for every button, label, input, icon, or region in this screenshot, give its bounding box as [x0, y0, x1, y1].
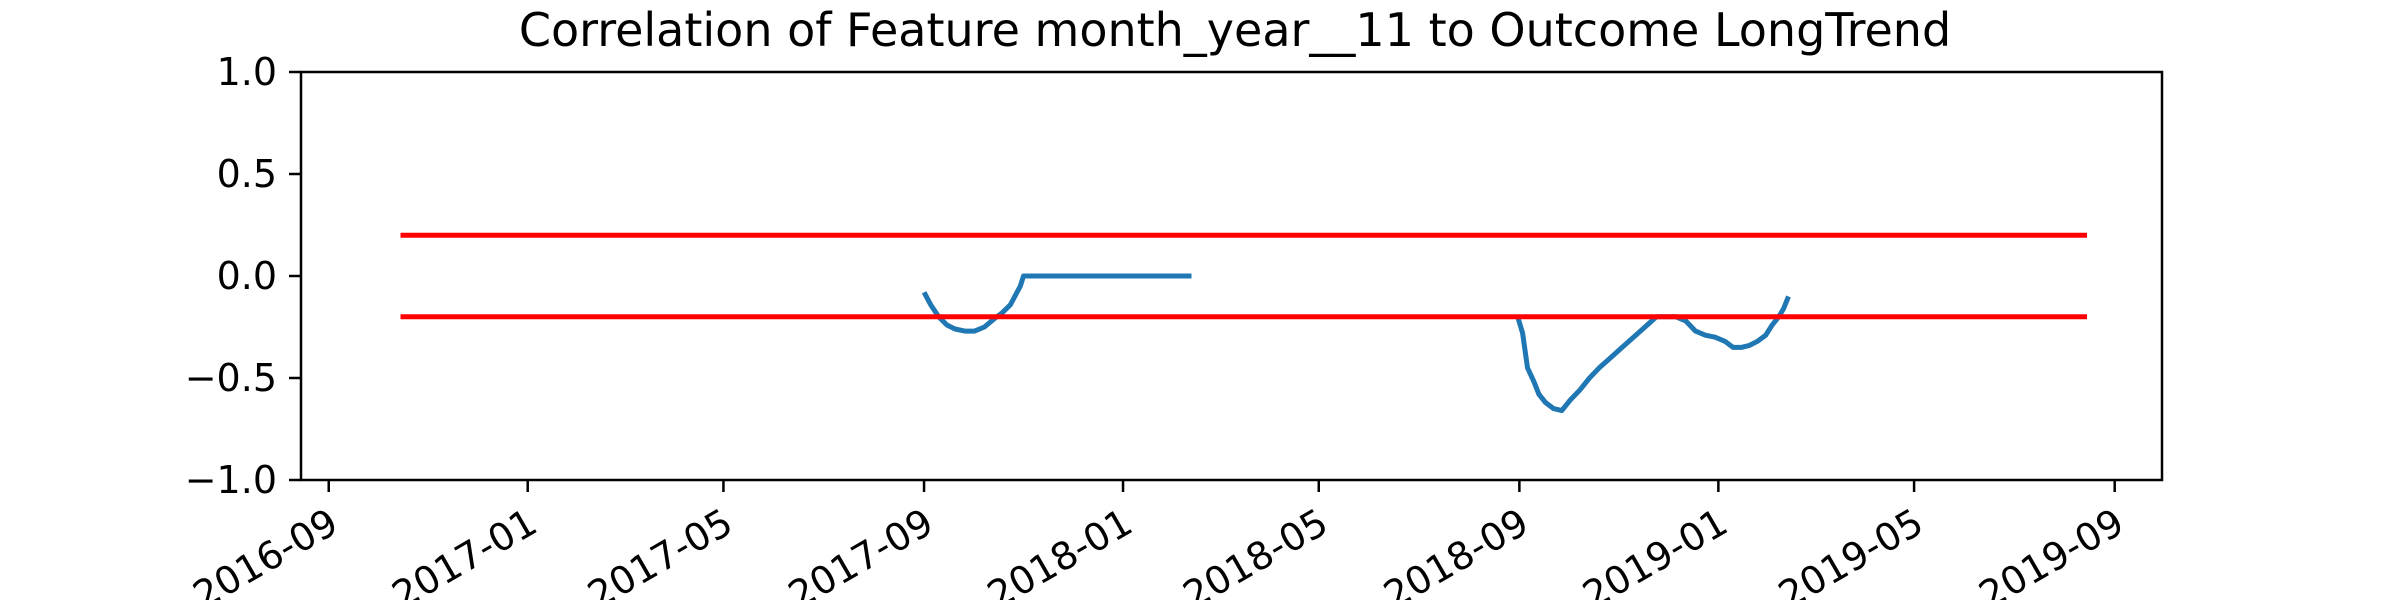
chart-title: Correlation of Feature month_year__11 to… [518, 3, 1952, 57]
y-tick-label: 0.5 [217, 152, 277, 196]
x-tick-label: 2016-09 [186, 500, 346, 600]
series-line-2 [1515, 295, 1791, 414]
x-tick-label: 2017-05 [580, 500, 740, 600]
y-tick-label: 1.0 [217, 50, 277, 94]
y-tick-label: −0.5 [185, 356, 277, 400]
y-tick-label: 0.0 [217, 254, 277, 298]
plot-frame [299, 70, 2164, 482]
x-tick-label: 2019-05 [1771, 500, 1931, 600]
x-tick-label: 2019-09 [1972, 500, 2132, 600]
x-tick-label: 2017-09 [781, 500, 941, 600]
x-tick-label: 2019-01 [1575, 500, 1735, 600]
y-tick-label: −1.0 [185, 458, 277, 502]
series-line-1 [921, 273, 1192, 334]
x-tick-label: 2017-01 [385, 500, 545, 600]
x-tick-label: 2018-09 [1376, 500, 1536, 600]
x-tick-label: 2018-05 [1176, 500, 1336, 600]
x-tick-label: 2018-01 [980, 500, 1140, 600]
